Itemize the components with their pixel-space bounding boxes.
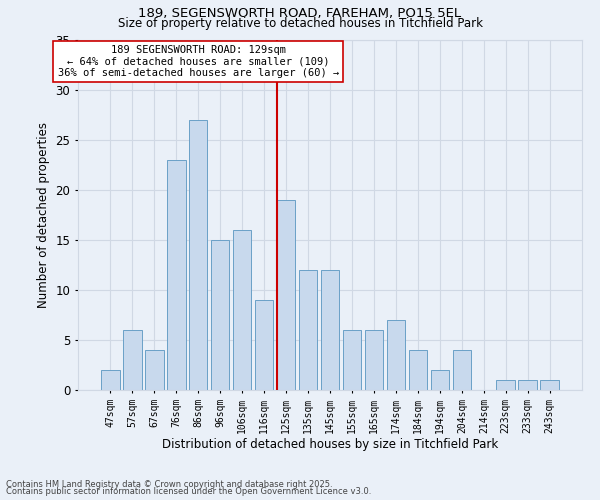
Bar: [233, 230, 251, 390]
Bar: [386, 320, 405, 390]
Bar: [299, 270, 317, 390]
Bar: [518, 380, 537, 390]
Text: 189, SEGENSWORTH ROAD, FAREHAM, PO15 5EL: 189, SEGENSWORTH ROAD, FAREHAM, PO15 5EL: [139, 8, 461, 20]
Text: Contains public sector information licensed under the Open Government Licence v3: Contains public sector information licen…: [6, 487, 371, 496]
Text: Contains HM Land Registry data © Crown copyright and database right 2025.: Contains HM Land Registry data © Crown c…: [6, 480, 332, 489]
Y-axis label: Number of detached properties: Number of detached properties: [37, 122, 50, 308]
Bar: [452, 350, 471, 390]
Bar: [541, 380, 559, 390]
Bar: [431, 370, 449, 390]
Bar: [189, 120, 208, 390]
Bar: [496, 380, 515, 390]
Bar: [320, 270, 340, 390]
Bar: [123, 330, 142, 390]
Bar: [277, 200, 295, 390]
Text: Size of property relative to detached houses in Titchfield Park: Size of property relative to detached ho…: [118, 18, 482, 30]
Bar: [167, 160, 185, 390]
Text: 189 SEGENSWORTH ROAD: 129sqm
← 64% of detached houses are smaller (109)
36% of s: 189 SEGENSWORTH ROAD: 129sqm ← 64% of de…: [58, 45, 339, 78]
Bar: [409, 350, 427, 390]
Bar: [211, 240, 229, 390]
Bar: [365, 330, 383, 390]
Bar: [145, 350, 164, 390]
Bar: [343, 330, 361, 390]
Bar: [255, 300, 274, 390]
Bar: [101, 370, 119, 390]
X-axis label: Distribution of detached houses by size in Titchfield Park: Distribution of detached houses by size …: [162, 438, 498, 452]
